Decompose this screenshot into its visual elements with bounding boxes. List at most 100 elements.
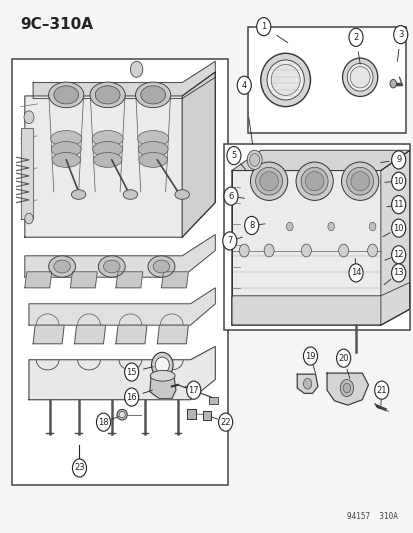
Text: 15: 15: [126, 368, 137, 376]
Ellipse shape: [266, 60, 304, 100]
Circle shape: [374, 381, 388, 399]
Circle shape: [367, 244, 377, 257]
Polygon shape: [161, 272, 188, 288]
Circle shape: [368, 222, 375, 231]
Text: 22: 22: [220, 418, 230, 426]
Text: 10: 10: [392, 177, 403, 185]
Ellipse shape: [54, 260, 70, 273]
Ellipse shape: [71, 190, 86, 199]
Polygon shape: [150, 376, 176, 399]
Text: 11: 11: [392, 200, 403, 209]
Polygon shape: [29, 346, 215, 400]
Circle shape: [186, 381, 200, 399]
Circle shape: [338, 244, 348, 257]
Circle shape: [256, 18, 270, 36]
Circle shape: [124, 388, 138, 406]
Polygon shape: [25, 272, 52, 288]
Ellipse shape: [52, 152, 80, 167]
Circle shape: [391, 151, 405, 169]
Ellipse shape: [54, 86, 78, 104]
Text: 6: 6: [228, 192, 233, 200]
Circle shape: [301, 244, 311, 257]
Ellipse shape: [116, 409, 127, 420]
Circle shape: [247, 150, 261, 169]
Circle shape: [303, 347, 317, 365]
Ellipse shape: [93, 142, 122, 157]
Ellipse shape: [93, 152, 122, 167]
Ellipse shape: [138, 142, 168, 157]
Circle shape: [389, 79, 396, 88]
Bar: [202, 411, 211, 420]
Ellipse shape: [150, 370, 175, 381]
Text: 17: 17: [188, 386, 199, 394]
Polygon shape: [21, 128, 33, 219]
Polygon shape: [297, 374, 317, 393]
Circle shape: [391, 196, 405, 214]
Text: 1: 1: [261, 22, 266, 31]
Ellipse shape: [51, 142, 81, 157]
Ellipse shape: [301, 167, 328, 195]
Ellipse shape: [148, 256, 174, 277]
Ellipse shape: [250, 162, 287, 200]
Circle shape: [249, 154, 259, 166]
Circle shape: [391, 264, 405, 282]
Ellipse shape: [135, 82, 170, 108]
Text: 8: 8: [249, 221, 254, 230]
Polygon shape: [74, 325, 105, 344]
Ellipse shape: [98, 256, 125, 277]
Ellipse shape: [174, 190, 189, 199]
Polygon shape: [157, 325, 188, 344]
Text: 18: 18: [98, 418, 109, 426]
Text: 5: 5: [231, 151, 236, 160]
Text: 21: 21: [375, 386, 386, 394]
Circle shape: [25, 213, 33, 224]
Polygon shape: [33, 61, 215, 99]
Circle shape: [348, 264, 362, 282]
Ellipse shape: [92, 131, 123, 147]
Ellipse shape: [260, 53, 310, 107]
Circle shape: [391, 246, 405, 264]
Circle shape: [263, 244, 273, 257]
Circle shape: [72, 459, 86, 477]
Ellipse shape: [51, 131, 81, 147]
Ellipse shape: [139, 152, 167, 167]
Circle shape: [239, 244, 249, 257]
Ellipse shape: [347, 63, 372, 91]
Circle shape: [130, 61, 142, 77]
Text: 94157  310A: 94157 310A: [346, 512, 396, 521]
Polygon shape: [70, 272, 97, 288]
Polygon shape: [231, 282, 409, 325]
Polygon shape: [326, 373, 368, 405]
Text: 3: 3: [397, 30, 402, 39]
Ellipse shape: [140, 86, 165, 104]
Circle shape: [24, 111, 34, 124]
Circle shape: [286, 222, 292, 231]
Circle shape: [244, 216, 258, 235]
Ellipse shape: [137, 131, 169, 147]
Polygon shape: [33, 325, 64, 344]
Circle shape: [96, 413, 110, 431]
Polygon shape: [116, 272, 142, 288]
Circle shape: [339, 379, 353, 397]
Ellipse shape: [103, 260, 120, 273]
Ellipse shape: [295, 162, 332, 200]
Text: 4: 4: [241, 81, 246, 90]
Text: 12: 12: [392, 251, 403, 259]
Bar: [223, 144, 409, 330]
Text: 16: 16: [126, 393, 137, 401]
Ellipse shape: [346, 167, 373, 195]
Polygon shape: [25, 72, 215, 237]
Bar: [12, 59, 227, 485]
Ellipse shape: [341, 162, 378, 200]
Ellipse shape: [90, 82, 125, 108]
Text: 7: 7: [227, 237, 232, 245]
Polygon shape: [29, 288, 215, 325]
Bar: [248, 27, 405, 133]
Polygon shape: [380, 150, 409, 325]
Text: 9C–310A: 9C–310A: [21, 17, 93, 32]
Circle shape: [244, 222, 251, 231]
Circle shape: [237, 76, 251, 94]
Ellipse shape: [95, 86, 120, 104]
Ellipse shape: [271, 64, 299, 95]
Circle shape: [226, 147, 240, 165]
